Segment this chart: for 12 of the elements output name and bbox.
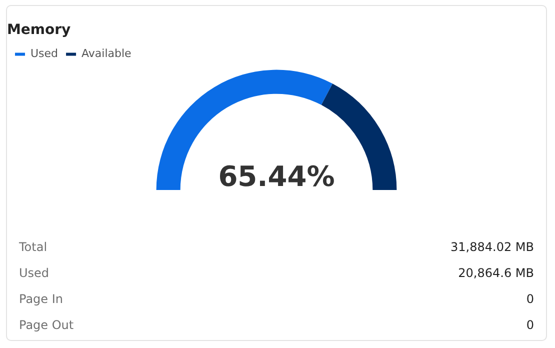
legend-label: Used [30, 47, 58, 60]
text: 0 [526, 291, 534, 308]
text: 65.44% [218, 160, 335, 193]
text: 31,884.02 MB [450, 239, 534, 256]
text: 20,864.6 MB [458, 265, 534, 282]
text: Total [19, 239, 48, 256]
text: Used [19, 265, 50, 282]
text: 0 [526, 317, 534, 334]
chart-title: Memory [7, 22, 71, 38]
legend-label: Available [82, 47, 132, 60]
text: Page Out [19, 317, 74, 334]
text: Page In [19, 291, 64, 308]
